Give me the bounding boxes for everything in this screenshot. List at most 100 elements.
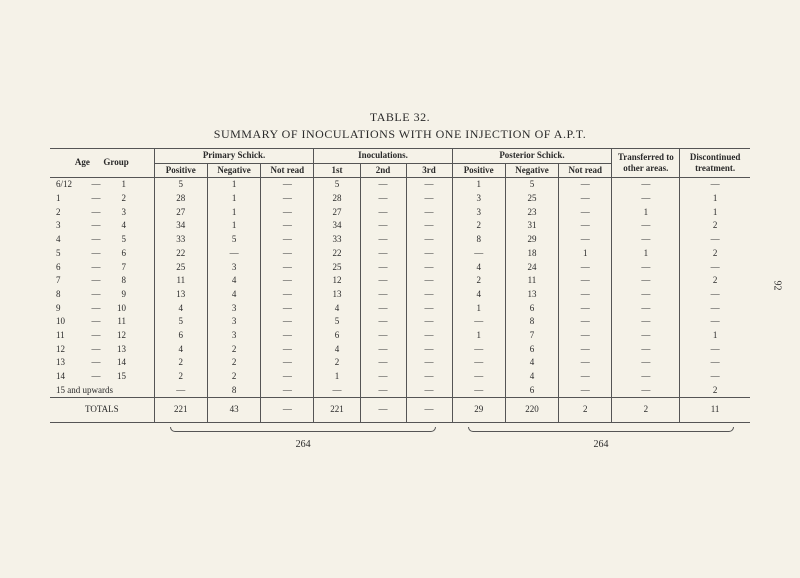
cell-ps-neg: 5	[505, 178, 558, 192]
cell-age: 15 and upwards	[50, 384, 154, 398]
cell-i3: —	[406, 288, 452, 302]
cell-p-pos: 25	[154, 261, 207, 275]
cell-tr: —	[612, 302, 680, 316]
cell-ps-nr: —	[559, 343, 612, 357]
cell-p-nr: —	[261, 247, 314, 261]
cell-i3: —	[406, 261, 452, 275]
cell-dc: 1	[680, 206, 750, 220]
cell-age: 6/12—1	[50, 178, 154, 192]
cell-ps-nr: —	[559, 274, 612, 288]
table-row: 4—5335—33——829———	[50, 233, 750, 247]
cell-i1: 2	[314, 356, 360, 370]
cell-age: 8—9	[50, 288, 154, 302]
cell-ps-pos: 2	[452, 219, 505, 233]
cell-dc: 2	[680, 274, 750, 288]
cell-age: 11—12	[50, 329, 154, 343]
cell-age: 14—15	[50, 370, 154, 384]
cell-dc: 2	[680, 219, 750, 233]
cell-i3: —	[406, 329, 452, 343]
col-transferred: Transferred to other areas.	[612, 149, 680, 178]
cell-tr: —	[612, 288, 680, 302]
cell-ps-pos: 4	[452, 288, 505, 302]
cell-p-pos: 4	[154, 302, 207, 316]
cell-p-neg: 2	[207, 343, 260, 357]
cell-p-neg: 2	[207, 356, 260, 370]
cell-age: 3—4	[50, 219, 154, 233]
cell-p-neg: 1	[207, 219, 260, 233]
cell-dc: —	[680, 343, 750, 357]
table-row: 7—8114—12——211——2	[50, 274, 750, 288]
cell-ps-pos: 1	[452, 329, 505, 343]
table-row: 6/12—151—5——15———	[50, 178, 750, 192]
totals-dc: 11	[680, 398, 750, 423]
totals-p-pos: 221	[154, 398, 207, 423]
cell-p-pos: 33	[154, 233, 207, 247]
cell-p-neg: 4	[207, 288, 260, 302]
cell-p-pos: 34	[154, 219, 207, 233]
cell-ps-nr: —	[559, 384, 612, 398]
cell-ps-neg: 6	[505, 384, 558, 398]
cell-ps-pos: —	[452, 370, 505, 384]
cell-p-nr: —	[261, 219, 314, 233]
cell-ps-nr: —	[559, 315, 612, 329]
cell-p-neg: 2	[207, 370, 260, 384]
cell-p-nr: —	[261, 343, 314, 357]
cell-i1: 22	[314, 247, 360, 261]
cell-p-nr: —	[261, 288, 314, 302]
cell-p-neg: —	[207, 247, 260, 261]
cell-tr: —	[612, 384, 680, 398]
cell-i2: —	[360, 343, 406, 357]
cell-p-neg: 5	[207, 233, 260, 247]
col-age-group: Age Group	[50, 149, 154, 178]
cell-tr: —	[612, 356, 680, 370]
cell-age: 6—7	[50, 261, 154, 275]
cell-p-nr: —	[261, 329, 314, 343]
cell-i1: 5	[314, 315, 360, 329]
col-p-negative: Negative	[207, 163, 260, 178]
table-row: 2—3271—27——323—11	[50, 206, 750, 220]
cell-ps-neg: 6	[505, 343, 558, 357]
cell-dc: 1	[680, 192, 750, 206]
cell-p-nr: —	[261, 206, 314, 220]
cell-tr: —	[612, 315, 680, 329]
table-row: 13—1422—2———4———	[50, 356, 750, 370]
table-row: 6—7253—25——424———	[50, 261, 750, 275]
cell-i1: 1	[314, 370, 360, 384]
cell-i2: —	[360, 356, 406, 370]
cell-dc: 2	[680, 247, 750, 261]
cell-i1: 13	[314, 288, 360, 302]
cell-i3: —	[406, 219, 452, 233]
col-1st: 1st	[314, 163, 360, 178]
cell-p-nr: —	[261, 356, 314, 370]
cell-ps-pos: —	[452, 247, 505, 261]
cell-dc: 2	[680, 384, 750, 398]
cell-p-pos: 27	[154, 206, 207, 220]
cell-ps-pos: —	[452, 315, 505, 329]
cell-i3: —	[406, 343, 452, 357]
cell-p-nr: —	[261, 274, 314, 288]
cell-ps-pos: 1	[452, 302, 505, 316]
cell-ps-pos: —	[452, 343, 505, 357]
col-discontinued: Discontinued treatment.	[680, 149, 750, 178]
cell-p-pos: 22	[154, 247, 207, 261]
brace-left: 264	[154, 423, 452, 453]
cell-tr: —	[612, 219, 680, 233]
cell-i1: 4	[314, 302, 360, 316]
cell-dc: —	[680, 370, 750, 384]
cell-i3: —	[406, 247, 452, 261]
cell-p-nr: —	[261, 261, 314, 275]
cell-p-pos: 28	[154, 192, 207, 206]
cell-i2: —	[360, 192, 406, 206]
cell-i2: —	[360, 233, 406, 247]
cell-age: 5—6	[50, 247, 154, 261]
table-row: 12—1342—4———6———	[50, 343, 750, 357]
cell-i1: 4	[314, 343, 360, 357]
cell-ps-nr: —	[559, 261, 612, 275]
cell-tr: —	[612, 370, 680, 384]
cell-i2: —	[360, 274, 406, 288]
cell-i3: —	[406, 178, 452, 192]
totals-ps-pos: 29	[452, 398, 505, 423]
cell-i2: —	[360, 384, 406, 398]
cell-ps-neg: 8	[505, 315, 558, 329]
cell-i1: 25	[314, 261, 360, 275]
